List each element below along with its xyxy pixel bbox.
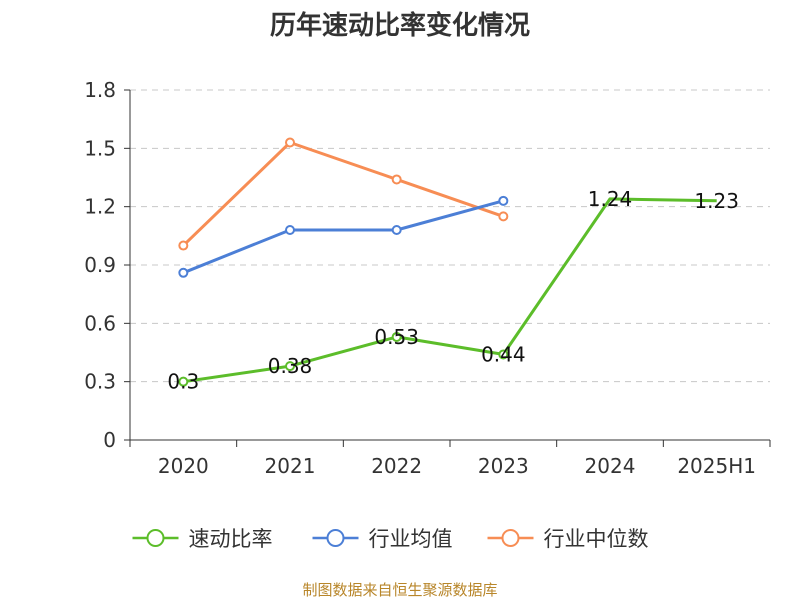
x-tick-label: 2022 <box>371 454 422 478</box>
data-point <box>178 240 189 251</box>
data-label: 0.3 <box>167 370 199 394</box>
data-point <box>178 267 189 278</box>
legend-marker-icon <box>501 529 520 547</box>
legend-marker-icon <box>326 529 345 547</box>
x-tick-label: 2020 <box>158 454 209 478</box>
y-tick-label: 0.6 <box>84 311 116 335</box>
data-point <box>178 376 189 387</box>
data-point <box>498 195 509 206</box>
series-line <box>182 141 504 247</box>
series-line <box>183 197 717 384</box>
y-tick-label: 0 <box>103 428 116 452</box>
legend-item[interactable]: 速动比率 <box>132 527 273 551</box>
data-point <box>285 361 295 372</box>
x-tick-label: 2025H1 <box>677 454 756 478</box>
data-point <box>285 137 295 148</box>
data-label: 0.53 <box>374 325 419 349</box>
axes: 0 0.3 0.6 0.9 1.2 1.5 1.8 2020 2021 2022 2023 2024 2… <box>84 78 771 478</box>
series-line <box>182 199 504 275</box>
data-label: 0.38 <box>268 354 313 378</box>
y-tick-label: 1.8 <box>84 78 116 102</box>
data-label: 0.44 <box>481 342 526 366</box>
chart-title: 历年速动比率变化情况 <box>270 10 530 41</box>
data-point <box>498 349 509 360</box>
x-tick-label: 2021 <box>265 454 316 478</box>
data-point <box>285 225 295 235</box>
legend-label: 行业均值 <box>369 527 453 551</box>
legend-item[interactable]: 行业中位数 <box>487 527 649 551</box>
y-tick-label: 0.9 <box>84 253 116 277</box>
data-label: 1.23 <box>694 189 739 213</box>
data-point <box>498 211 509 222</box>
data-labels: 0.3 0.38 0.53 0.44 1.24 1.23 <box>167 187 739 394</box>
source-note: 制图数据来自恒生聚源数据库 <box>302 581 497 599</box>
data-point <box>391 174 402 185</box>
y-tick-label: 1.5 <box>84 136 116 160</box>
x-tick-label: 2023 <box>478 454 529 478</box>
legend[interactable]: 速动比率 行业均值 行业中位数 <box>132 527 649 551</box>
y-tick-label: 0.3 <box>84 370 116 394</box>
legend-marker-icon <box>146 529 165 547</box>
data-label: 1.24 <box>588 187 633 211</box>
y-tick-label: 1.2 <box>84 195 116 219</box>
x-tick-label: 2024 <box>585 454 636 478</box>
grid <box>130 89 770 383</box>
data-point <box>391 331 402 342</box>
data-point <box>391 225 402 235</box>
legend-label: 行业中位数 <box>544 527 649 551</box>
legend-item[interactable]: 行业均值 <box>312 527 453 551</box>
series <box>178 137 717 387</box>
legend-label: 速动比率 <box>189 527 273 551</box>
